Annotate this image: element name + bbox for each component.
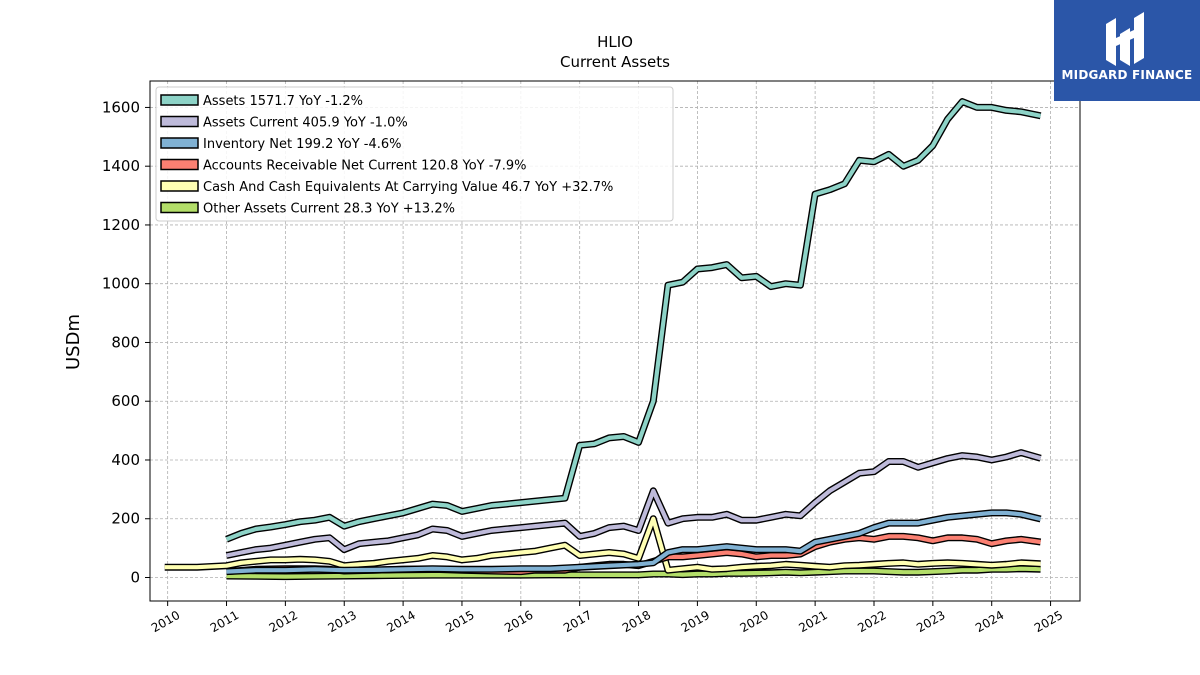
- x-tick-label: 2012: [267, 608, 300, 635]
- x-tick-label: 2017: [561, 608, 594, 635]
- plot-frame: [149, 80, 1081, 602]
- chart-title: HLIO: [597, 33, 633, 51]
- y-tick-label: 1400: [102, 157, 140, 175]
- brand-name: MIDGARD FINANCE: [1061, 68, 1193, 82]
- x-tick-label: 2013: [326, 608, 359, 635]
- x-tick-label: 2011: [208, 608, 241, 635]
- series-line: [226, 510, 1042, 574]
- series-5: [226, 565, 1041, 581]
- series-0: [225, 98, 1042, 543]
- legend-box: [155, 86, 674, 222]
- legend-item: Cash And Cash Equivalents At Carrying Va…: [160, 180, 613, 195]
- y-tick-label: 1000: [102, 275, 140, 293]
- legend-item: Assets 1571.7 YoY -1.2%: [160, 94, 363, 109]
- y-tick-label: 1200: [102, 216, 140, 234]
- x-tick-label: 2024: [973, 608, 1006, 635]
- y-tick-label: 0: [130, 568, 140, 586]
- series-2: [226, 509, 1042, 576]
- brand-logo: MIDGARD FINANCE: [1054, 0, 1200, 101]
- legend-label: Assets 1571.7 YoY -1.2%: [203, 94, 363, 109]
- legend-swatch: [160, 158, 199, 171]
- series-line: [226, 566, 1041, 579]
- legend-item: Accounts Receivable Net Current 120.8 Yo…: [160, 158, 526, 174]
- x-tick-label: 2022: [855, 608, 888, 635]
- legend-swatch: [160, 94, 199, 106]
- legend-item: Other Assets Current 28.3 YoY +13.2%: [160, 201, 455, 217]
- legend-swatch: [160, 115, 199, 128]
- legend: Assets 1571.7 YoY -1.2% Assets Current 40…: [155, 86, 674, 222]
- legend-swatch: [160, 180, 199, 192]
- x-tick-label: 2010: [149, 608, 182, 635]
- legend-label: Cash And Cash Equivalents At Carrying Va…: [203, 180, 613, 195]
- legend-label: Accounts Receivable Net Current 120.8 Yo…: [203, 159, 526, 174]
- series-1: [225, 449, 1042, 559]
- x-tick-label: 2021: [796, 608, 829, 635]
- series-line: [164, 516, 1041, 573]
- midgard-logo-icon: [1106, 12, 1144, 66]
- series-line: [225, 99, 1042, 542]
- x-tick-label: 2014: [384, 608, 417, 635]
- y-axis: 0 200 400 600 800 1000 1200 1400 1600: [102, 98, 150, 586]
- series-layer: [164, 98, 1042, 581]
- y-tick-label: 600: [111, 392, 140, 410]
- y-tick-label: 1600: [102, 98, 140, 116]
- series-4: [164, 515, 1041, 574]
- x-tick-label: 2023: [914, 608, 947, 635]
- y-tick-label: 400: [111, 451, 140, 469]
- chart-subtitle: Current Assets: [560, 53, 670, 71]
- x-tick-label: 2020: [738, 608, 771, 635]
- legend-swatch: [160, 201, 199, 214]
- legend-item: Assets Current 405.9 YoY -1.0%: [160, 115, 408, 131]
- x-tick-label: 2015: [443, 608, 476, 635]
- y-axis-label: USDm: [63, 314, 84, 370]
- x-tick-label: 2018: [620, 608, 653, 635]
- y-tick-label: 200: [111, 510, 140, 528]
- x-tick-label: 2019: [679, 608, 712, 635]
- legend-item: Inventory Net 199.2 YoY -4.6%: [160, 137, 402, 152]
- legend-swatch: [160, 137, 199, 149]
- y-tick-label: 800: [111, 333, 140, 351]
- x-axis: 2010 2011 2012 2013 2014 2015 2016 2017 2018 2019…: [149, 601, 1065, 635]
- legend-label: Other Assets Current 28.3 YoY +13.2%: [203, 202, 455, 217]
- series-line: [226, 450, 1042, 558]
- legend-label: Assets Current 405.9 YoY -1.0%: [203, 116, 408, 131]
- x-tick-label: 2025: [1032, 608, 1065, 635]
- x-tick-label: 2016: [502, 608, 535, 635]
- legend-label: Inventory Net 199.2 YoY -4.6%: [203, 137, 402, 152]
